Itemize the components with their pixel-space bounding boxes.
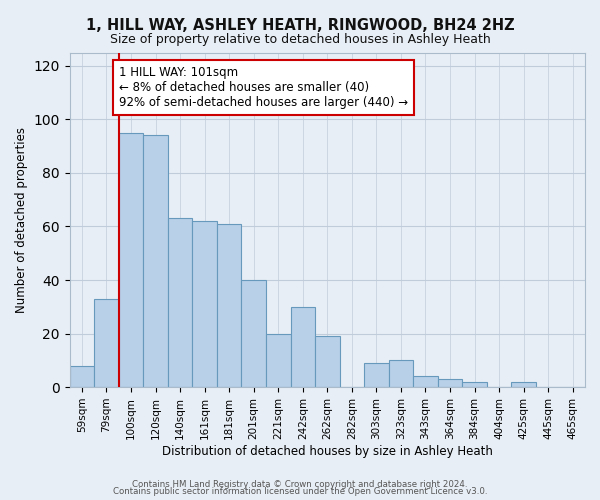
Text: Size of property relative to detached houses in Ashley Heath: Size of property relative to detached ho… [110,32,490,46]
Bar [119,133,143,387]
Bar [438,379,462,387]
Bar [143,136,168,387]
Bar [217,224,241,387]
Bar [70,366,94,387]
Text: 1 HILL WAY: 101sqm
← 8% of detached houses are smaller (40)
92% of semi-detached: 1 HILL WAY: 101sqm ← 8% of detached hous… [119,66,408,109]
Text: 1, HILL WAY, ASHLEY HEATH, RINGWOOD, BH24 2HZ: 1, HILL WAY, ASHLEY HEATH, RINGWOOD, BH2… [86,18,514,32]
Bar [290,307,315,387]
Bar [364,363,389,387]
Bar [511,382,536,387]
Bar [413,376,438,387]
Bar [462,382,487,387]
Bar [94,299,119,387]
Text: Contains HM Land Registry data © Crown copyright and database right 2024.: Contains HM Land Registry data © Crown c… [132,480,468,489]
X-axis label: Distribution of detached houses by size in Ashley Heath: Distribution of detached houses by size … [162,444,493,458]
Bar [168,218,193,387]
Bar [315,336,340,387]
Bar [266,334,290,387]
Bar [241,280,266,387]
Bar [389,360,413,387]
Text: Contains public sector information licensed under the Open Government Licence v3: Contains public sector information licen… [113,487,487,496]
Y-axis label: Number of detached properties: Number of detached properties [15,127,28,313]
Bar [193,221,217,387]
